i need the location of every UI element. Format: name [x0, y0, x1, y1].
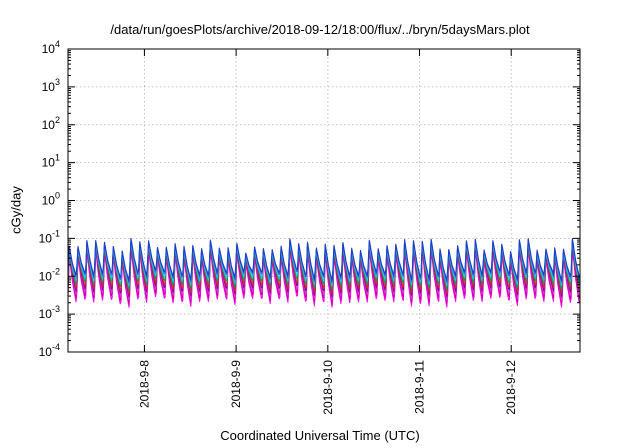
y-tick-label: 10-3: [39, 304, 60, 321]
x-axis: 2018-9-8 2018-9-9 2018-9-10 2018-9-11 2018-9…: [137, 49, 518, 415]
x-tick-label: 2018-9-11: [413, 360, 427, 414]
x-axis-label: Coordinated Universal Time (UTC): [220, 428, 420, 443]
y-tick-label: 10-2: [39, 266, 60, 283]
x-tick-label: 2018-9-9: [229, 360, 243, 408]
y-tick-label: 104: [42, 39, 60, 56]
y-tick-label: 103: [42, 77, 60, 94]
x-tick-label: 2018-9-10: [321, 360, 335, 415]
data-series: [67, 237, 580, 308]
chart-title: /data/run/goesPlots/archive/2018-09-12/1…: [110, 22, 530, 37]
y-tick-label: 10-4: [39, 342, 60, 359]
y-tick-label: 102: [42, 115, 60, 132]
series-line: [67, 237, 580, 282]
y-axis: 10-4 10-3 10-2 10-1 100 101 102 103 104: [39, 39, 580, 359]
y-tick-label: 10-1: [39, 228, 60, 245]
y-axis-label-wrap: cGy/day: [6, 186, 26, 234]
y-tick-label: 100: [42, 191, 60, 208]
y-tick-label: 101: [42, 153, 60, 170]
grid-lines: [68, 49, 580, 352]
x-tick-label: 2018-9-8: [137, 360, 151, 408]
y-axis-label: cGy/day: [8, 186, 24, 234]
x-tick-label: 2018-9-12: [504, 360, 518, 415]
